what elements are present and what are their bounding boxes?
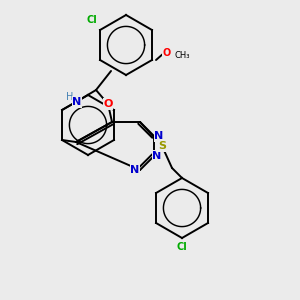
- Text: N: N: [154, 131, 164, 141]
- Text: N: N: [152, 151, 162, 161]
- Text: N: N: [130, 165, 140, 175]
- Text: O: O: [163, 48, 171, 58]
- Text: CH₃: CH₃: [174, 50, 190, 59]
- Text: S: S: [158, 141, 166, 151]
- Text: O: O: [103, 99, 113, 109]
- Text: Cl: Cl: [87, 15, 98, 25]
- Text: Cl: Cl: [177, 242, 188, 252]
- Text: N: N: [72, 97, 82, 107]
- Text: H: H: [66, 92, 74, 102]
